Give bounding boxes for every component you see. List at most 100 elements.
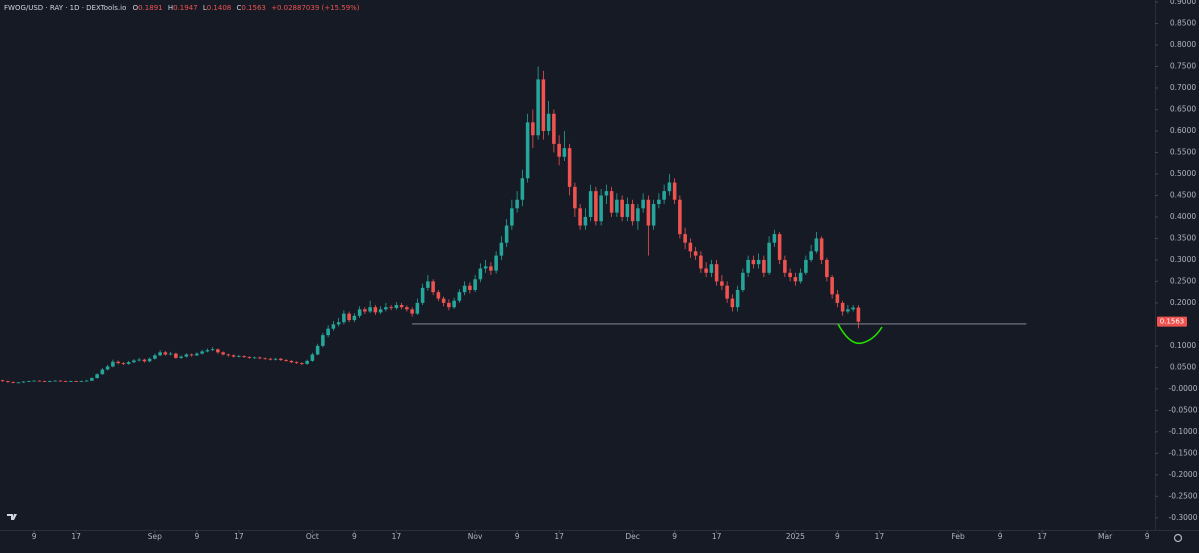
- candle-body: [483, 266, 488, 269]
- x-tick-label: Dec: [625, 532, 640, 541]
- candle-body: [441, 298, 446, 303]
- candle-body: [210, 349, 215, 351]
- candle-body: [63, 381, 68, 382]
- candle-body: [147, 358, 152, 362]
- plot: [0, 66, 1027, 384]
- x-tick-label: 2025: [786, 532, 805, 541]
- candle-body: [825, 259, 829, 278]
- candle-body: [651, 204, 656, 226]
- logo-shape: [7, 514, 17, 520]
- settings-button[interactable]: [1173, 533, 1183, 543]
- candle-body: [394, 305, 399, 309]
- x-tick-label: 9: [352, 532, 357, 541]
- candle-body: [247, 357, 252, 358]
- candle-body: [814, 238, 819, 252]
- symbol-title: FWOG/USD · RAY · 1D · DEXTools.io: [4, 4, 126, 12]
- candle-body: [720, 281, 724, 286]
- candle-body: [840, 302, 845, 312]
- candle-body: [525, 122, 530, 179]
- y-tick-label: 0.0500: [1170, 362, 1196, 371]
- candle-body: [326, 328, 330, 336]
- x-tick-label: 17: [875, 532, 885, 541]
- candle-body: [195, 353, 199, 356]
- candle-body: [604, 191, 609, 196]
- candle-body: [473, 279, 477, 290]
- candle-body: [378, 309, 383, 313]
- candle-body: [447, 302, 451, 308]
- candle-body: [462, 285, 467, 293]
- candle-body: [478, 268, 483, 280]
- candle-body: [347, 313, 351, 321]
- candle-body: [415, 302, 420, 314]
- candle-body: [793, 277, 798, 282]
- ohlc-value: 0.1408: [207, 4, 232, 12]
- candle-body: [205, 350, 210, 352]
- candle-body: [578, 208, 582, 226]
- candle-body: [599, 195, 603, 222]
- candle-body: [48, 381, 52, 382]
- candle-body: [620, 199, 624, 217]
- y-tick-label: 0.5000: [1170, 169, 1196, 178]
- candle-body: [531, 122, 535, 136]
- candle-body: [756, 259, 761, 265]
- ohlc-value: 0.1891: [138, 4, 163, 12]
- y-tick-label: -0.2500: [1169, 491, 1198, 500]
- candle-body: [105, 366, 110, 370]
- candle-body: [168, 353, 173, 355]
- candle-body: [284, 360, 288, 361]
- x-tick-label: 9: [835, 532, 840, 541]
- y-tick-label: 0.6000: [1170, 126, 1196, 135]
- x-tick-label: 9: [515, 532, 520, 541]
- ohlc-key: L: [203, 4, 207, 12]
- candle-body: [431, 281, 435, 293]
- candle-body: [562, 148, 567, 157]
- candle-body: [221, 352, 225, 355]
- y-tick-label: 0.4500: [1170, 190, 1196, 199]
- candle-body: [273, 358, 278, 360]
- y-tick-label: -0.3000: [1169, 513, 1198, 522]
- candle-body: [142, 359, 147, 362]
- legend-header: FWOG/USD · RAY · 1D · DEXTools.io O0.189…: [4, 4, 360, 12]
- x-tick-label: 9: [194, 532, 199, 541]
- candle-body: [772, 234, 777, 243]
- candle-body: [37, 380, 42, 382]
- candle-body: [6, 381, 10, 382]
- candle-body: [121, 363, 126, 364]
- candle-body: [184, 354, 189, 357]
- candle-body: [373, 307, 378, 313]
- candle-body: [510, 208, 514, 226]
- candle-body: [777, 234, 782, 260]
- tv-logo: [7, 514, 17, 520]
- candle-body: [567, 148, 572, 187]
- candle-body: [53, 380, 57, 382]
- candle-body: [730, 298, 735, 308]
- candle-body: [704, 268, 708, 273]
- candle-body: [321, 335, 325, 346]
- y-tick-label: 0.3000: [1170, 255, 1196, 264]
- candle-body: [693, 251, 698, 256]
- candle-body: [58, 380, 63, 382]
- candle-body: [699, 255, 703, 269]
- candle-body: [804, 259, 808, 273]
- candle-body: [489, 266, 493, 271]
- candle-body: [357, 309, 362, 316]
- y-tick-label: 0.3500: [1170, 233, 1196, 242]
- candle-body: [363, 309, 367, 312]
- candle-body: [289, 360, 294, 363]
- candle-body: [741, 272, 745, 290]
- candle-body: [426, 281, 430, 288]
- candle-body: [231, 355, 236, 357]
- candle-body: [189, 354, 194, 356]
- candle-body: [310, 354, 315, 361]
- candle-body: [504, 225, 509, 243]
- x-tick-label: Oct: [306, 532, 319, 541]
- x-tick-label: 17: [392, 532, 402, 541]
- candle-body: [709, 264, 714, 273]
- y-tick-label: 0.1000: [1170, 341, 1196, 350]
- candle-body: [95, 374, 99, 379]
- candle-body: [809, 251, 813, 260]
- candle-body: [336, 322, 341, 325]
- candle-body: [163, 352, 168, 355]
